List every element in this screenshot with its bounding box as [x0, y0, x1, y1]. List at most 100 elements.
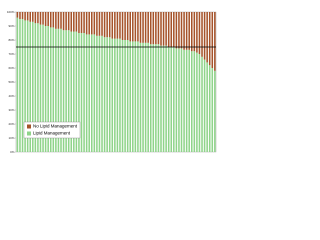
chart: 0% 10% 20% 30% 40% 50% 60% 70% 80% 90% 100% No Lipi…	[7, 10, 217, 154]
bar-segment	[193, 12, 196, 52]
bar-segment	[24, 12, 26, 21]
bar-segment	[196, 12, 198, 53]
bar-segment	[134, 41, 137, 152]
legend-label: No Lipid Management	[33, 124, 78, 129]
bar-segment	[29, 21, 31, 152]
bar-segment	[157, 44, 160, 153]
bar-segment	[57, 12, 60, 29]
bar-segment	[157, 12, 160, 45]
bar-segment	[37, 23, 39, 153]
bar-segment	[21, 19, 24, 152]
bar-segment	[144, 12, 147, 43]
bar-segment	[70, 31, 73, 153]
bar-segment	[103, 12, 106, 38]
bar-segment	[165, 45, 167, 152]
bar-segment	[60, 28, 62, 152]
y-tick-label: 30%	[8, 108, 14, 112]
bar-segment	[119, 12, 121, 39]
bar-segment	[70, 12, 73, 32]
bar-segment	[193, 51, 196, 153]
bar-segment	[147, 12, 149, 43]
bar-segment	[178, 12, 180, 49]
bar-segment	[60, 12, 62, 29]
bar-segment	[191, 51, 193, 153]
bar-segment	[57, 28, 60, 152]
bar-segment	[19, 19, 21, 152]
bar-segment	[132, 12, 134, 42]
bar-segment	[39, 12, 42, 25]
y-tick-label: 10%	[8, 136, 14, 140]
bar-segment	[129, 12, 131, 42]
bar-segment	[126, 40, 129, 152]
bar-segment	[180, 12, 183, 49]
y-tick-label: 50%	[8, 80, 14, 84]
bar-segment	[162, 45, 165, 152]
bar-segment	[185, 12, 188, 50]
bar-segment	[67, 30, 70, 153]
bar-segment	[180, 48, 183, 152]
bar-segment	[152, 44, 155, 153]
bar-segment	[106, 12, 108, 38]
bar-segment	[103, 37, 106, 153]
bar-segment	[149, 12, 152, 45]
bar-segment	[111, 38, 114, 152]
bar-segment	[26, 20, 29, 153]
bar-segment	[75, 31, 78, 153]
bar-segment	[201, 56, 203, 152]
bar-segment	[114, 12, 116, 39]
bar-segment	[93, 12, 96, 35]
bar-segment	[211, 68, 214, 152]
bar-segment	[173, 12, 175, 47]
bar-segment	[19, 12, 21, 19]
bar-segment	[208, 65, 211, 152]
bar-segment	[62, 30, 65, 153]
bar-segment	[134, 12, 137, 42]
bar-segment	[73, 31, 75, 153]
bar-segment	[165, 12, 167, 46]
bar-segment	[142, 42, 144, 152]
bar-segment	[73, 12, 75, 32]
bar-segment	[137, 41, 139, 152]
bar-segment	[129, 41, 131, 152]
bar-segment	[34, 12, 37, 24]
bar-segment	[88, 34, 90, 152]
bar-segment	[37, 12, 39, 24]
bar-segment	[191, 12, 193, 52]
bar-segment	[49, 12, 52, 28]
bar-segment	[80, 33, 83, 152]
bar-segment	[203, 59, 206, 152]
y-tick-label: 70%	[8, 52, 14, 56]
bar-segment	[80, 12, 83, 33]
legend-swatch	[27, 124, 31, 129]
bar-segment	[121, 40, 124, 152]
bar-segment	[75, 12, 78, 32]
bar-segment	[44, 12, 47, 26]
bar-segment	[101, 12, 103, 36]
bar-segment	[106, 37, 108, 153]
bar-segment	[132, 41, 134, 152]
bar-segment	[67, 12, 70, 31]
bar-segment	[32, 21, 34, 152]
bar-segment	[96, 35, 98, 152]
y-tick-label: 60%	[8, 66, 14, 70]
bar-segment	[47, 26, 49, 152]
bar-segment	[173, 47, 175, 152]
bar-segment	[85, 34, 88, 152]
bar-segment	[101, 35, 103, 152]
bar-segment	[124, 12, 126, 40]
bar-segment	[214, 70, 216, 152]
bar-segment	[26, 12, 29, 21]
bar-segment	[137, 12, 139, 42]
bar-segment	[167, 12, 170, 47]
bar-segment	[55, 28, 57, 152]
bar-segment	[42, 24, 44, 153]
y-tick-label: 20%	[8, 122, 14, 126]
bar-segment	[78, 12, 80, 33]
bar-segment	[52, 12, 55, 28]
bar-segment	[108, 12, 111, 38]
bar-segment	[32, 12, 34, 22]
bar-segment	[116, 12, 119, 39]
bar-segment	[88, 12, 90, 35]
legend-swatch	[27, 131, 31, 136]
bar-segment	[139, 42, 142, 152]
